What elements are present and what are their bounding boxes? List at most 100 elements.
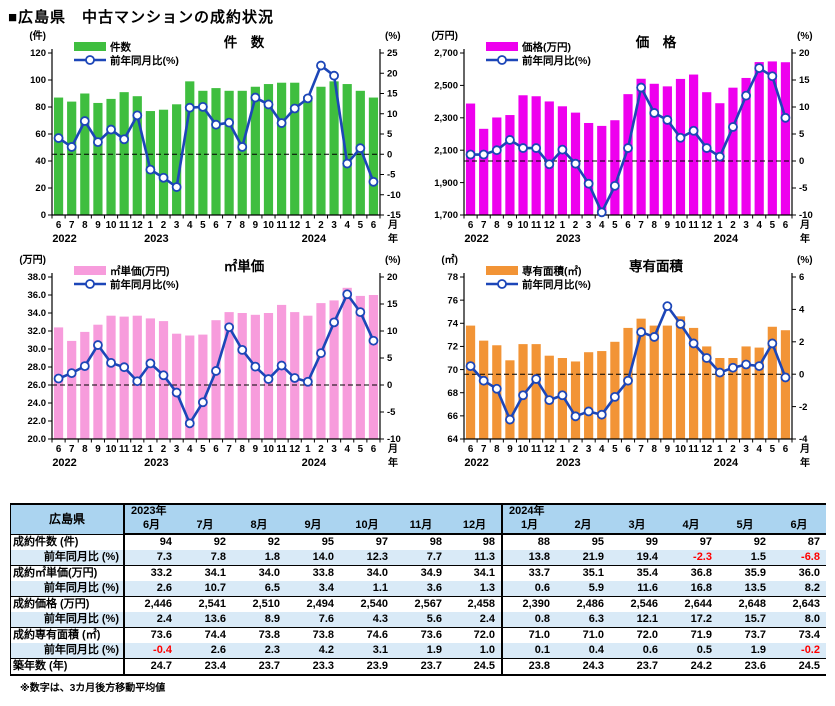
left-tick-label: 38.0 bbox=[28, 272, 47, 283]
legend-bar-label: 価格(万円) bbox=[521, 41, 571, 54]
right-tick-label: 15 bbox=[387, 299, 398, 310]
left-tick-label: 24.0 bbox=[28, 398, 47, 409]
bar bbox=[597, 125, 607, 215]
line-marker bbox=[342, 289, 353, 300]
right-tick-label: 5 bbox=[387, 129, 393, 140]
bar bbox=[93, 324, 103, 439]
line-marker bbox=[754, 63, 765, 74]
left-tick-label: 2,700 bbox=[434, 48, 458, 59]
left-tick-label: 40 bbox=[35, 156, 46, 167]
month-label: 3 bbox=[174, 220, 180, 231]
bar bbox=[610, 120, 620, 215]
table-cell: 2,390 bbox=[501, 596, 556, 612]
table-cell: 73.6 bbox=[124, 627, 178, 643]
line-marker bbox=[570, 411, 581, 422]
month-label: 9 bbox=[665, 220, 671, 231]
month-label: 4 bbox=[187, 220, 193, 231]
year-suffix-label: 年 bbox=[388, 456, 398, 469]
bar bbox=[224, 312, 234, 439]
month-label: 12 bbox=[701, 220, 712, 231]
table-cell: 24.5 bbox=[772, 658, 826, 676]
table-cell: 19.4 bbox=[610, 550, 664, 566]
bar bbox=[689, 327, 699, 439]
left-tick-label: 70 bbox=[447, 365, 458, 376]
right-tick-label: 4 bbox=[799, 305, 805, 316]
bar bbox=[728, 358, 738, 439]
line-marker bbox=[171, 387, 182, 398]
table-cell: 35.9 bbox=[718, 565, 772, 581]
table-cell: 92 bbox=[178, 533, 232, 550]
table-row: 成約件数 (件) 94 92 92 95 97 98 98 88 95 99 97 92 87 bbox=[10, 533, 826, 550]
month-label: 11 bbox=[119, 444, 130, 455]
table-cell: 2.4 bbox=[124, 612, 178, 628]
charts-grid: 0 20 40 60 80 100 120 -15 -10 -5 0 5 10 15 20 25 6 7 8 9 10 1… bbox=[6, 29, 835, 477]
line-marker bbox=[355, 143, 366, 154]
month-label: 5 bbox=[358, 444, 364, 455]
bar bbox=[636, 78, 646, 215]
line-marker bbox=[79, 361, 90, 371]
table-cell: 97 bbox=[664, 533, 718, 550]
table-cell: 34.1 bbox=[178, 565, 232, 581]
line-marker bbox=[237, 345, 248, 355]
table-cell: 15.7 bbox=[718, 612, 772, 628]
bar bbox=[518, 95, 528, 215]
month-label: 11 bbox=[688, 444, 699, 455]
bar bbox=[119, 92, 129, 215]
month-label: 10 bbox=[518, 444, 529, 455]
month-suffix-label: 月 bbox=[799, 443, 810, 455]
line-marker bbox=[505, 135, 515, 145]
table-cell: 23.3 bbox=[286, 658, 340, 676]
line-marker bbox=[316, 60, 326, 71]
left-tick-label: 28.0 bbox=[28, 362, 47, 373]
month-label: 3 bbox=[586, 444, 592, 455]
line-marker bbox=[741, 90, 751, 101]
month-label: 1 bbox=[305, 444, 311, 455]
bar bbox=[465, 325, 476, 439]
table-row-label: 前年同月比 (%) bbox=[10, 550, 125, 566]
bar bbox=[53, 97, 64, 215]
month-label: 2 bbox=[573, 444, 579, 455]
table-year-header: 2024年 bbox=[501, 504, 826, 518]
bar bbox=[342, 84, 352, 215]
line-marker bbox=[184, 418, 195, 429]
legend-bar-swatch bbox=[74, 266, 106, 275]
table-month-header: 1月 bbox=[501, 518, 556, 535]
month-label: 4 bbox=[756, 444, 762, 455]
line-marker bbox=[66, 142, 77, 152]
table-row: 前年同月比 (%) -0.4 2.6 2.3 4.2 3.1 1.9 1.0 0.1 0.4 0.6… bbox=[10, 643, 826, 659]
bar bbox=[67, 101, 77, 215]
bar bbox=[355, 295, 365, 439]
table-month-header: 6月 bbox=[772, 518, 826, 535]
table-cell: 2,458 bbox=[448, 596, 502, 612]
table-month-header: 8月 bbox=[232, 518, 286, 535]
right-tick-label: 20 bbox=[799, 48, 810, 59]
month-label: 1 bbox=[717, 220, 723, 231]
bar bbox=[505, 115, 515, 215]
right-tick-label: 6 bbox=[799, 272, 804, 283]
unit-left-label: (万円) bbox=[19, 254, 46, 266]
table-cell: 2,446 bbox=[124, 596, 178, 612]
table-cell: 98 bbox=[448, 533, 502, 550]
table-cell: 87 bbox=[772, 533, 826, 550]
table-month-header: 5月 bbox=[718, 518, 772, 535]
line-marker bbox=[491, 383, 502, 394]
bar bbox=[119, 316, 129, 439]
year-label: 2023 bbox=[144, 457, 168, 469]
right-tick-label: 0 bbox=[387, 149, 392, 160]
line-marker bbox=[79, 116, 90, 126]
legend-bar-swatch bbox=[74, 42, 106, 51]
table-cell: 2,643 bbox=[772, 596, 826, 612]
month-label: 1 bbox=[717, 444, 723, 455]
year-label: 2022 bbox=[464, 233, 488, 245]
left-tick-label: 66 bbox=[447, 411, 458, 422]
month-label: 11 bbox=[531, 444, 542, 455]
left-tick-label: 0 bbox=[41, 210, 46, 221]
legend-line-label: 前年同月比(%) bbox=[522, 278, 591, 291]
table-cell: 72.0 bbox=[448, 627, 502, 643]
month-label: 5 bbox=[770, 444, 776, 455]
line-marker bbox=[302, 93, 313, 104]
month-label: 10 bbox=[675, 220, 686, 231]
month-label: 2 bbox=[161, 220, 167, 231]
line-marker bbox=[531, 374, 542, 384]
line-marker bbox=[184, 102, 195, 113]
